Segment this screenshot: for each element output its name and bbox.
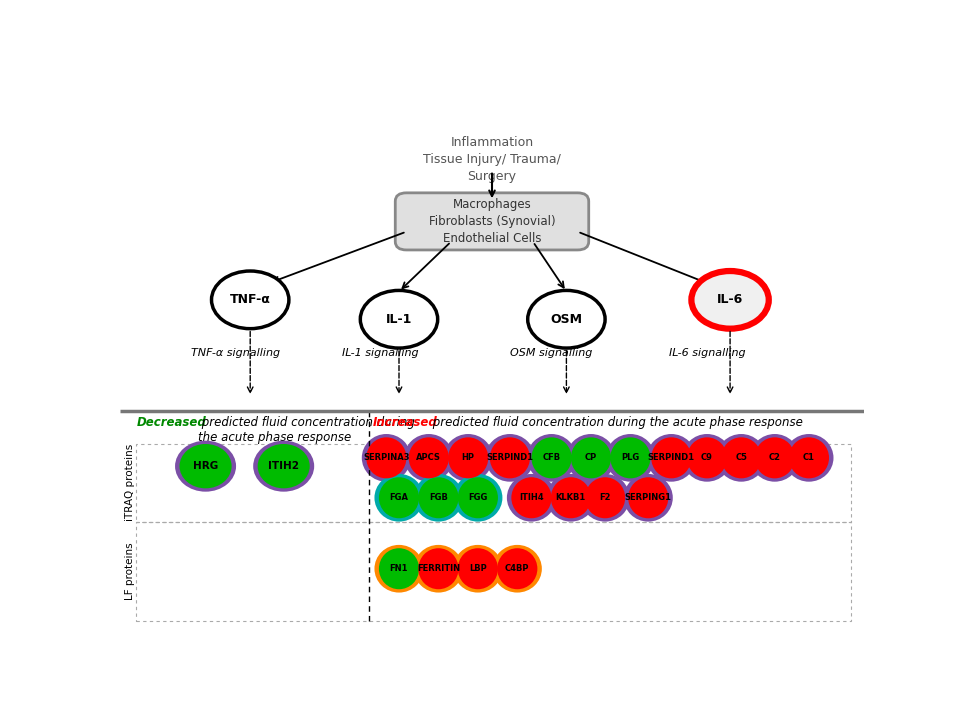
- Ellipse shape: [257, 444, 310, 488]
- Text: Increased: Increased: [372, 416, 438, 429]
- Ellipse shape: [651, 437, 691, 478]
- Ellipse shape: [581, 474, 630, 521]
- Text: SERPINA3: SERPINA3: [363, 454, 410, 462]
- Ellipse shape: [453, 545, 502, 593]
- Ellipse shape: [414, 474, 463, 521]
- Ellipse shape: [691, 271, 769, 328]
- Text: Inflammation
Tissue Injury/ Trauma/
Surgery: Inflammation Tissue Injury/ Trauma/ Surg…: [423, 136, 561, 184]
- Text: C1: C1: [803, 454, 815, 462]
- Ellipse shape: [784, 434, 833, 482]
- Text: TNF-α signalling: TNF-α signalling: [191, 348, 280, 358]
- Ellipse shape: [360, 290, 438, 348]
- Text: FN1: FN1: [390, 564, 408, 573]
- Ellipse shape: [453, 474, 502, 521]
- Ellipse shape: [374, 545, 423, 593]
- Ellipse shape: [253, 441, 314, 492]
- Ellipse shape: [566, 434, 615, 482]
- Ellipse shape: [628, 477, 668, 518]
- Text: HP: HP: [462, 454, 474, 462]
- Ellipse shape: [750, 434, 800, 482]
- Text: ITIH4: ITIH4: [519, 493, 543, 503]
- Text: Decreased: Decreased: [136, 416, 206, 429]
- Text: SERPIND1: SERPIND1: [648, 454, 695, 462]
- Ellipse shape: [419, 548, 459, 589]
- Ellipse shape: [683, 434, 732, 482]
- Ellipse shape: [571, 437, 611, 478]
- Ellipse shape: [527, 434, 576, 482]
- Text: FGB: FGB: [429, 493, 448, 503]
- Ellipse shape: [528, 290, 605, 348]
- Ellipse shape: [532, 437, 571, 478]
- Bar: [136, 444, 851, 521]
- Ellipse shape: [362, 434, 411, 482]
- Text: C5: C5: [735, 454, 747, 462]
- Ellipse shape: [419, 477, 459, 518]
- Ellipse shape: [409, 437, 449, 478]
- Text: TNF-α: TNF-α: [229, 293, 271, 306]
- Ellipse shape: [755, 437, 795, 478]
- FancyBboxPatch shape: [396, 193, 588, 250]
- Ellipse shape: [512, 477, 551, 518]
- Text: SERPING1: SERPING1: [625, 493, 672, 503]
- Ellipse shape: [486, 434, 535, 482]
- Ellipse shape: [789, 437, 829, 478]
- Ellipse shape: [606, 434, 655, 482]
- Bar: [136, 521, 851, 621]
- Text: HRG: HRG: [193, 462, 218, 471]
- Text: IL-6: IL-6: [717, 293, 743, 306]
- Ellipse shape: [687, 437, 727, 478]
- Text: OSM: OSM: [550, 312, 583, 325]
- Text: iTRAQ proteins: iTRAQ proteins: [126, 444, 135, 521]
- Ellipse shape: [180, 444, 231, 488]
- Text: PLG: PLG: [621, 454, 639, 462]
- Text: FGA: FGA: [390, 493, 409, 503]
- Text: IL-6 signalling: IL-6 signalling: [669, 348, 746, 358]
- Ellipse shape: [414, 545, 463, 593]
- Text: C4BP: C4BP: [505, 564, 530, 573]
- Ellipse shape: [458, 477, 498, 518]
- Ellipse shape: [492, 545, 541, 593]
- Text: IL-1 signalling: IL-1 signalling: [342, 348, 419, 358]
- Ellipse shape: [585, 477, 625, 518]
- Text: C2: C2: [769, 454, 780, 462]
- Ellipse shape: [551, 477, 591, 518]
- Text: Macrophages
Fibroblasts (Synovial)
Endothelial Cells: Macrophages Fibroblasts (Synovial) Endot…: [429, 197, 555, 245]
- Text: APCS: APCS: [417, 454, 442, 462]
- Ellipse shape: [175, 441, 236, 492]
- Text: CP: CP: [585, 454, 597, 462]
- Ellipse shape: [611, 437, 651, 478]
- Text: ITIH2: ITIH2: [268, 462, 300, 471]
- Text: LF proteins: LF proteins: [126, 543, 135, 600]
- Text: IL-1: IL-1: [386, 312, 412, 325]
- Ellipse shape: [624, 474, 673, 521]
- Text: SERPIND1: SERPIND1: [487, 454, 534, 462]
- Text: CFB: CFB: [542, 454, 561, 462]
- Ellipse shape: [211, 271, 289, 328]
- Text: C9: C9: [701, 454, 713, 462]
- Ellipse shape: [546, 474, 595, 521]
- Ellipse shape: [367, 437, 406, 478]
- Ellipse shape: [379, 477, 420, 518]
- Text: F2: F2: [599, 493, 611, 503]
- Ellipse shape: [717, 434, 766, 482]
- Text: FERRITIN: FERRITIN: [417, 564, 460, 573]
- Ellipse shape: [444, 434, 492, 482]
- Ellipse shape: [404, 434, 453, 482]
- Ellipse shape: [490, 437, 530, 478]
- Ellipse shape: [647, 434, 696, 482]
- Ellipse shape: [379, 548, 420, 589]
- Text: predicted fluid concentration during
the acute phase response: predicted fluid concentration during the…: [198, 416, 415, 444]
- Ellipse shape: [721, 437, 761, 478]
- Ellipse shape: [458, 548, 498, 589]
- Text: LBP: LBP: [469, 564, 487, 573]
- Text: KLKB1: KLKB1: [556, 493, 586, 503]
- Ellipse shape: [497, 548, 538, 589]
- Ellipse shape: [374, 474, 423, 521]
- Text: OSM signalling: OSM signalling: [511, 348, 592, 358]
- Ellipse shape: [448, 437, 489, 478]
- Text: predicted fluid concentration during the acute phase response: predicted fluid concentration during the…: [429, 416, 803, 429]
- Ellipse shape: [507, 474, 556, 521]
- Text: FGG: FGG: [468, 493, 488, 503]
